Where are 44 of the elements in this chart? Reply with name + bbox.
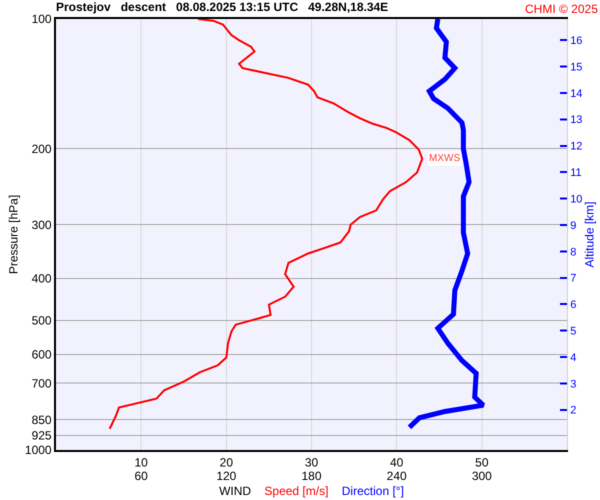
y2-tick-label: 8 [570, 246, 576, 258]
x-tick-label: 20 [220, 455, 234, 470]
y2-tick-label: 14 [570, 88, 582, 100]
text: Direction [°] [342, 484, 404, 498]
text: CHMI © 2025 [525, 2, 598, 16]
x-tick-label: 40 [390, 455, 404, 470]
y-tick-label: 1000 [24, 443, 52, 458]
line-series [108, 19, 424, 430]
y2-axis-title: Altitude [km] [582, 201, 596, 268]
y-tick-label: 100 [32, 12, 52, 26]
x-tick-label: 50 [475, 455, 489, 470]
x2-tick-label: 300 [472, 469, 492, 483]
text: Speed [m/s] [264, 484, 328, 498]
y-tick-label: 300 [32, 218, 52, 232]
x2-tick-label: 120 [216, 469, 237, 483]
y-axis-title: Pressure [hPa] [6, 194, 21, 274]
y-tick-label: 850 [32, 412, 52, 427]
y2-tick-label: 9 [570, 220, 576, 232]
y2-tick-label: 6 [570, 299, 576, 312]
y2-tick-label: 10 [570, 193, 582, 206]
x2-tick-label: 60 [134, 469, 148, 483]
y-tick-label: 925 [32, 428, 52, 443]
y-tick-label: 700 [32, 376, 52, 390]
y-tick-label: 600 [32, 348, 52, 362]
y2-tick-label: 11 [570, 167, 582, 180]
x-axis-title: WIND [219, 484, 252, 498]
y2-tick-label: 7 [570, 272, 576, 285]
x2-tick-label: 180 [301, 469, 322, 483]
y2-tick-label: 2 [570, 404, 576, 417]
chart-title: Prostejov descent 08.08.2025 13:15 UTC 49.28N,18.34E [56, 0, 388, 14]
y-tick-label: 400 [32, 272, 52, 286]
x-tick-label: 10 [134, 455, 148, 470]
x2-tick-label: 240 [386, 469, 407, 483]
annotation: MXWS [429, 153, 460, 164]
y2-tick-label: 3 [570, 378, 576, 390]
y-tick-label: 200 [32, 142, 52, 156]
y2-tick-label: 4 [570, 352, 576, 364]
y2-tick-label: 15 [570, 61, 582, 74]
y-tick-label: 500 [32, 313, 52, 328]
x-tick-label: 30 [304, 455, 318, 470]
y2-tick-label: 16 [570, 34, 582, 47]
y2-tick-label: 13 [570, 114, 582, 126]
y2-tick-label: 12 [570, 140, 582, 153]
y2-tick-label: 5 [570, 325, 576, 338]
